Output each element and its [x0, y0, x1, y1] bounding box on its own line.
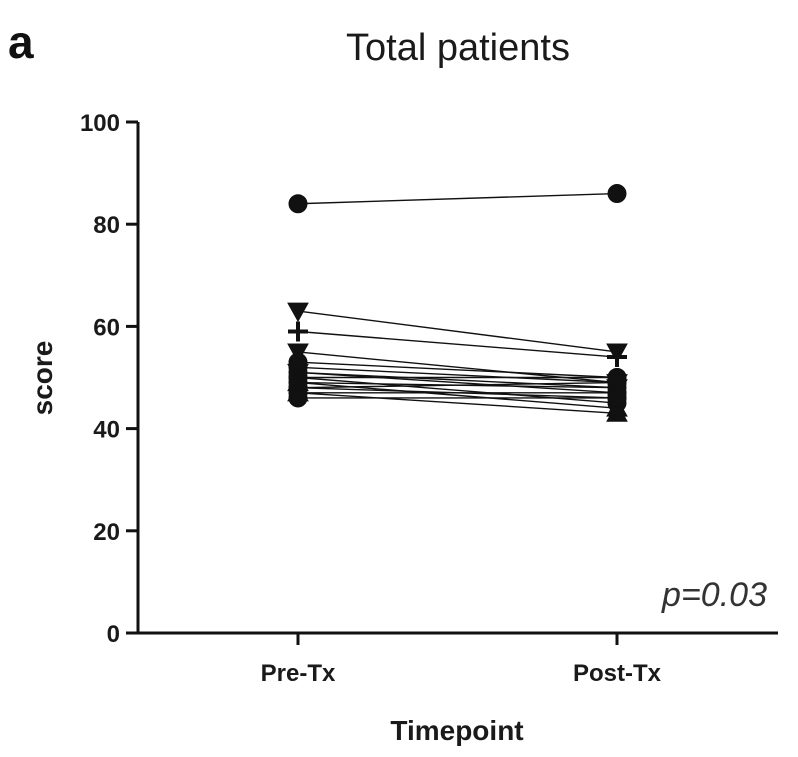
pair-line [297, 192, 618, 205]
pre-tx-point [288, 194, 308, 214]
pair-line [297, 361, 618, 379]
y-tick-label: 60 [93, 314, 120, 341]
y-tick-label: 80 [93, 212, 120, 239]
chart-title: Total patients [346, 27, 570, 69]
p-value-annotation: p=0.03 [661, 576, 767, 614]
pair-line [297, 366, 618, 384]
patient-pairs [287, 184, 628, 422]
pair-line [297, 392, 618, 414]
panel-label: a [8, 16, 34, 68]
y-tick-label: 0 [107, 621, 120, 648]
post-tx-point [607, 388, 627, 408]
pair-line [297, 371, 618, 394]
pre-tx-point [288, 388, 308, 408]
post-tx-point [607, 184, 627, 204]
y-tick-label: 40 [93, 417, 120, 444]
y-axis-label: score [27, 341, 58, 416]
pair-line [297, 376, 618, 404]
pair-line [297, 381, 618, 389]
pair-patient-17 [288, 388, 627, 408]
pair-line [297, 330, 618, 358]
pair-line [297, 371, 618, 389]
pair-patient-3 [288, 321, 627, 368]
pair-line [297, 310, 618, 353]
pre-tx-point [287, 302, 309, 323]
y-tick-label: 20 [93, 519, 120, 546]
x-tick-label: Pre-Tx [261, 660, 336, 687]
x-axis-label: Timepoint [390, 715, 523, 746]
x-tick-label: Post-Tx [573, 660, 662, 687]
pair-patient-1 [288, 184, 627, 214]
post-tx-point [607, 347, 627, 368]
axes: 0 20 40 60 80 100 Pre-Tx Post-Tx [80, 110, 778, 687]
post-tx-point [606, 402, 628, 422]
pre-tx-point [288, 321, 308, 342]
y-tick-label: 100 [80, 110, 120, 137]
